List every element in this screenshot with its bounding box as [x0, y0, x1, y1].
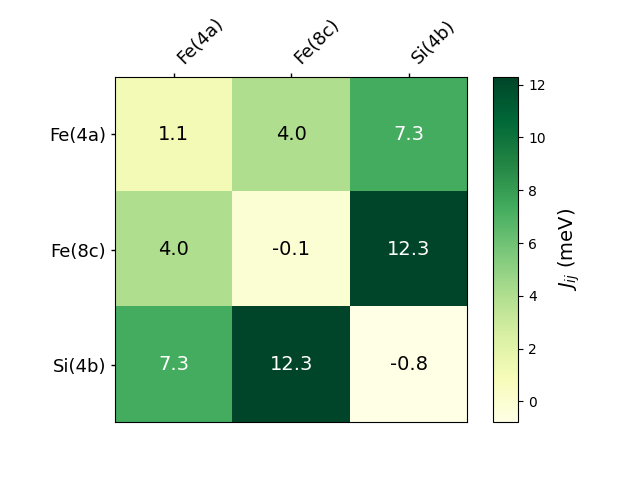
Text: 7.3: 7.3	[158, 355, 189, 374]
Text: 7.3: 7.3	[393, 125, 424, 144]
Text: 12.3: 12.3	[387, 240, 430, 259]
Text: 12.3: 12.3	[269, 355, 313, 374]
Text: 1.1: 1.1	[158, 125, 189, 144]
Text: -0.1: -0.1	[272, 240, 310, 259]
Text: 4.0: 4.0	[159, 240, 189, 259]
Text: 4.0: 4.0	[276, 125, 307, 144]
Y-axis label: $\it{J}_{ij}$ (meV): $\it{J}_{ij}$ (meV)	[557, 208, 582, 291]
Text: -0.8: -0.8	[390, 355, 428, 374]
